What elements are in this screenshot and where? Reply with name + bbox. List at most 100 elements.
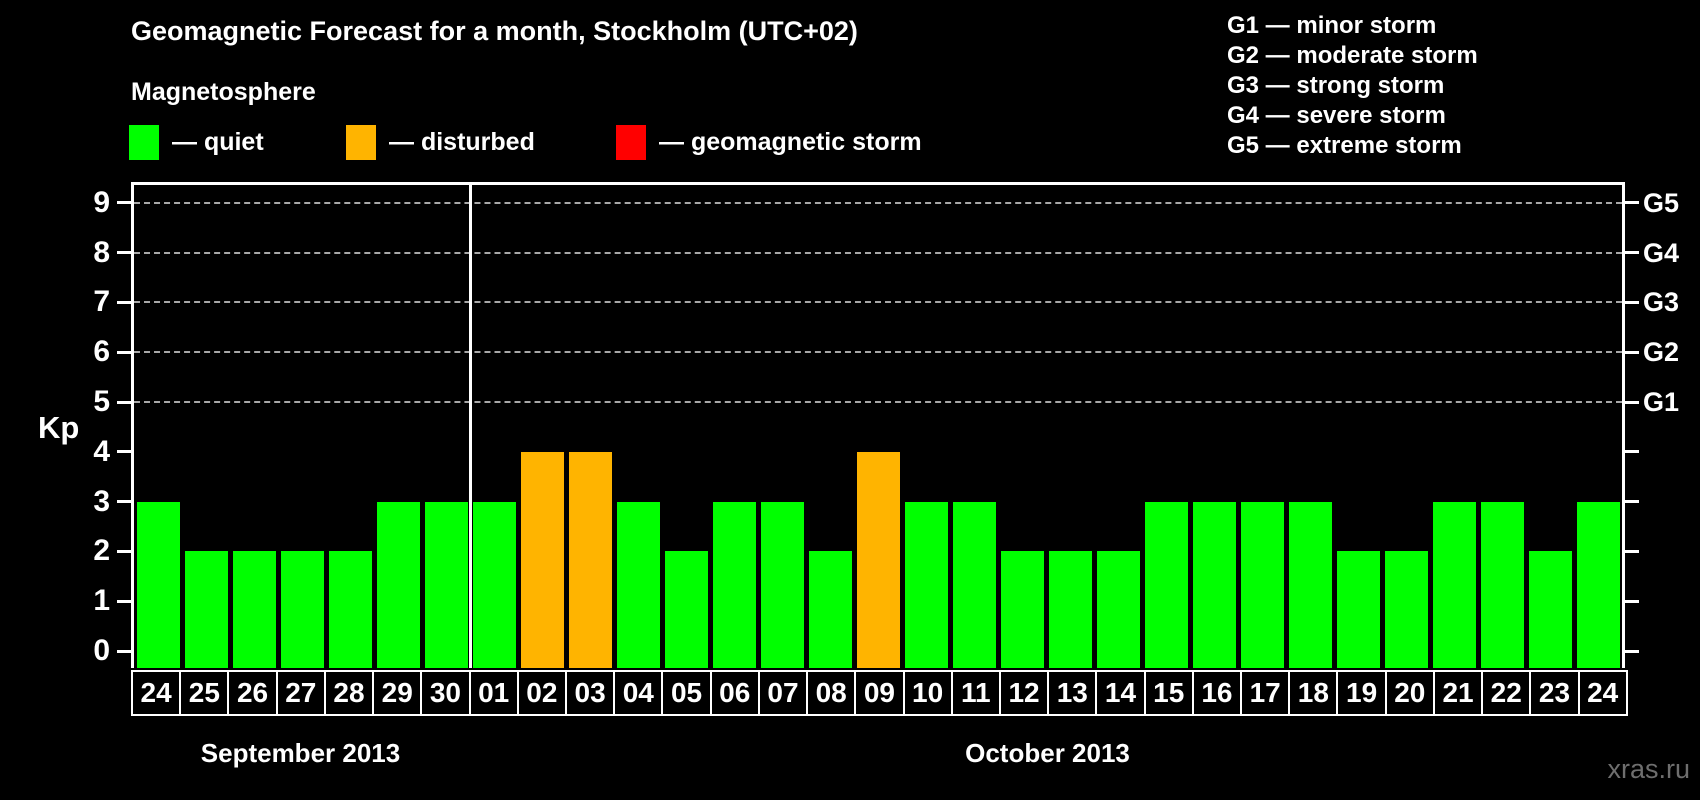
kp-bar-day-25 [184,551,228,668]
day-label-oct-10: 10 [902,670,953,716]
g-scale-label-g2: G2 [1643,337,1680,368]
day-label-oct-21: 21 [1432,670,1484,716]
y-axis-label: Kp [38,410,80,445]
kp-bar-day-30 [424,501,468,668]
legend-label-quiet: — quiet [172,127,264,156]
kp-bar-day-20 [1384,551,1428,668]
kp-bar-day-14 [1096,551,1140,668]
day-label-oct-17: 17 [1240,670,1291,716]
y-tick-right-3 [1625,500,1639,504]
kp-bar-day-21 [1432,501,1476,668]
y-tick-label-7: 7 [93,285,110,319]
kp-bar-day-29 [376,501,420,668]
day-label-oct-12: 12 [998,670,1050,716]
kp-bar-day-17 [1240,501,1284,668]
y-tick-right-4 [1625,450,1639,454]
kp-bar-day-22 [1480,501,1524,668]
gridline-kp-7 [134,301,1622,304]
month-separator-line [468,185,472,668]
y-tick-left-6 [117,350,131,354]
month-label-october: October 2013 [965,738,1130,768]
y-tick-right-8 [1625,251,1639,255]
storm-scale-legend: G1 — minor storm G2 — moderate storm G3 … [1227,11,1478,161]
storm-scale-g5: G5 — extreme storm [1227,132,1462,159]
legend-item-disturbed: — disturbed [346,123,535,161]
day-label-sep-28: 28 [323,670,375,716]
g-scale-label-g3: G3 [1643,287,1680,318]
y-tick-label-0: 0 [93,634,110,667]
kp-bar-day-03 [568,451,612,668]
gridline-kp-8 [134,251,1622,254]
day-label-oct-22: 22 [1481,670,1532,716]
kp-bar-day-08 [808,551,852,668]
y-tick-label-3: 3 [93,484,110,518]
y-tick-left-8 [117,251,131,255]
day-label-oct-02: 02 [516,670,567,716]
kp-bar-day-27 [280,551,324,668]
y-tick-left-1 [117,599,131,603]
y-tick-right-2 [1625,549,1639,553]
kp-bar-day-28 [328,551,372,668]
y-tick-left-2 [117,549,131,553]
gridline-kp-5 [134,401,1622,403]
day-label-oct-20: 20 [1384,670,1435,716]
quiet-color-swatch [129,124,159,160]
day-axis-row: 24 25 26 27 28 29 30 01 02 03 04 05 06 07 08 09 10 11 12 13… [131,670,1628,716]
day-label-sep-30: 30 [420,670,471,716]
day-label-oct-24: 24 [1577,670,1628,716]
y-tick-left-3 [117,500,131,504]
kp-bar-day-19 [1336,551,1380,668]
y-tick-left-0 [117,649,131,653]
storm-scale-g1: G1 — minor storm [1227,12,1437,39]
y-tick-left-5 [117,400,131,404]
g-scale-label-g4: G4 [1643,237,1680,268]
legend-item-storm: — geomagnetic storm [616,123,922,161]
kp-bar-day-13 [1048,551,1092,668]
day-label-oct-23: 23 [1529,670,1580,716]
kp-bar-day-23 [1528,551,1572,668]
kp-bar-day-02 [520,451,564,668]
legend-item-quiet: — quiet [129,123,264,161]
day-label-oct-14: 14 [1095,670,1146,716]
y-tick-left-4 [117,450,131,454]
g-scale-label-g5: G5 [1643,187,1680,218]
storm-scale-g3: G3 — strong storm [1227,72,1445,99]
day-label-oct-18: 18 [1288,670,1339,716]
legend-label-disturbed: — disturbed [389,127,535,156]
y-tick-label-2: 2 [93,534,110,568]
kp-bar-day-11 [952,501,996,668]
kp-bar-day-16 [1192,501,1236,668]
y-tick-right-0 [1625,649,1639,653]
day-label-oct-03: 03 [564,670,616,716]
y-tick-left-9 [117,201,131,205]
y-tick-label-4: 4 [93,434,110,468]
y-tick-right-1 [1625,599,1639,603]
y-tick-right-6 [1625,350,1639,354]
month-label-september: September 2013 [200,738,401,768]
kp-bar-day-05 [664,551,708,668]
disturbed-color-swatch [346,124,376,160]
day-label-oct-19: 19 [1336,670,1387,716]
kp-bar-day-10 [904,501,948,668]
day-label-sep-25: 25 [179,670,230,716]
watermark: xras.ru [1607,754,1690,784]
legend-label-storm: — geomagnetic storm [659,127,922,156]
storm-scale-g4: G4 — severe storm [1227,102,1446,129]
kp-bar-day-04 [616,501,660,668]
day-label-oct-01: 01 [468,670,519,716]
y-tick-right-7 [1625,300,1639,304]
y-tick-label-9: 9 [93,185,110,219]
kp-bar-day-24 [1576,501,1620,668]
y-tick-right-5 [1625,400,1639,404]
y-tick-left-7 [117,300,131,304]
kp-bar-day-01 [472,501,516,668]
kp-bar-day-18 [1288,501,1332,668]
day-label-sep-27: 27 [275,670,326,716]
day-label-oct-04: 04 [613,670,664,716]
day-label-sep-24: 24 [131,670,182,716]
storm-color-swatch [616,124,646,160]
day-label-oct-11: 11 [950,670,1001,716]
day-label-oct-07: 07 [757,670,809,716]
day-label-oct-05: 05 [661,670,712,716]
storm-scale-g2: G2 — moderate storm [1227,42,1478,69]
